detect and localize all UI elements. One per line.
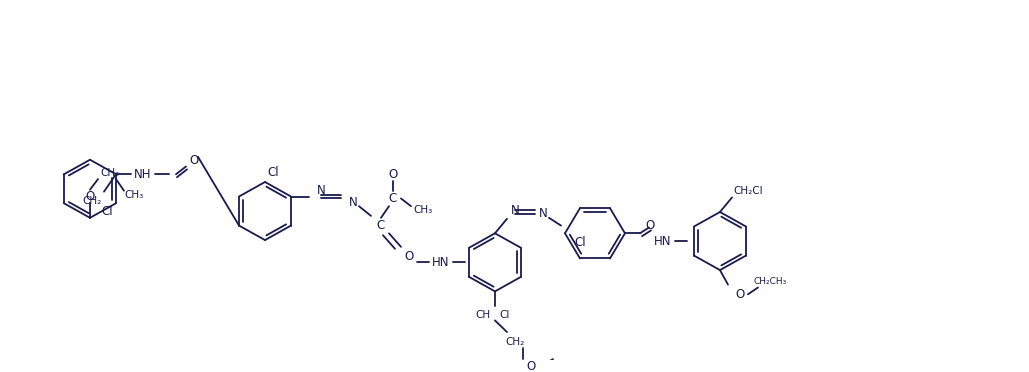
Text: C: C [377, 219, 385, 232]
Text: Cl: Cl [500, 310, 510, 320]
Text: Cl: Cl [268, 166, 279, 179]
Text: NH: NH [134, 168, 151, 181]
Text: O: O [388, 168, 397, 181]
Text: O: O [189, 154, 199, 167]
Text: O: O [85, 190, 95, 203]
Text: CH₂: CH₂ [505, 337, 525, 347]
Text: O: O [645, 219, 654, 232]
Text: CH₂Cl: CH₂Cl [734, 186, 762, 196]
Text: CH₂: CH₂ [101, 168, 119, 178]
Text: N: N [538, 208, 547, 221]
Text: Cl: Cl [574, 237, 586, 250]
Text: CH₃: CH₃ [125, 190, 144, 199]
Text: Cl: Cl [101, 205, 113, 218]
Text: N: N [510, 203, 520, 217]
Text: HN: HN [654, 234, 672, 247]
Text: C: C [389, 192, 397, 205]
Text: CH₂: CH₂ [82, 196, 102, 206]
Text: CH: CH [475, 310, 491, 320]
Text: O: O [404, 250, 414, 263]
Text: HN: HN [432, 256, 450, 269]
Text: O: O [527, 360, 536, 372]
Text: N: N [349, 196, 357, 209]
Text: O: O [736, 288, 745, 301]
Text: CH₂CH₃: CH₂CH₃ [753, 277, 786, 286]
Text: N: N [317, 184, 325, 197]
Text: CH₃: CH₃ [414, 205, 432, 215]
